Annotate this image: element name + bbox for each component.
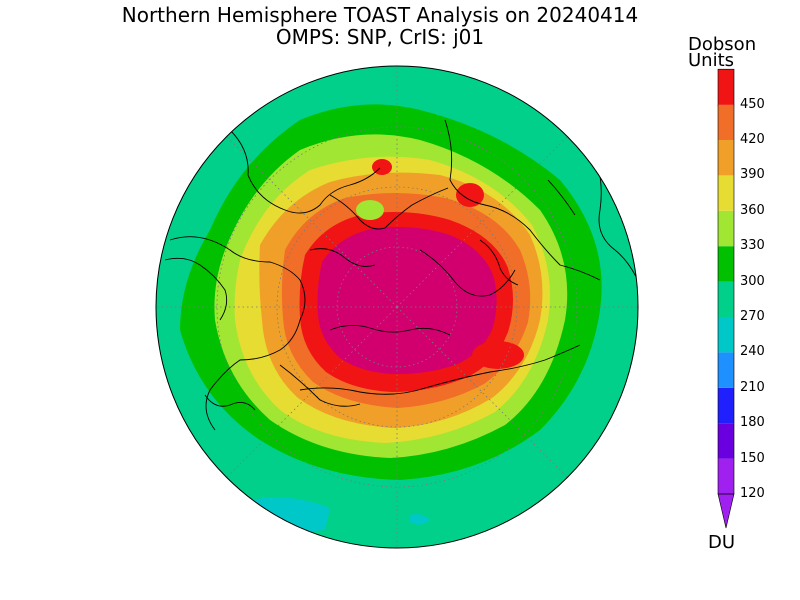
colorbar-tick-label-270: 270 bbox=[740, 309, 765, 324]
map-disc-border bbox=[155, 65, 639, 549]
colorbar-bottom-arrow bbox=[717, 493, 735, 529]
colorbar-tick-label-240: 240 bbox=[740, 344, 765, 360]
colorbar-tick-label-210: 210 bbox=[740, 379, 765, 395]
colorbar-tick-label-360: 360 bbox=[740, 202, 765, 218]
colorbar-segment-150 bbox=[718, 423, 734, 459]
colorbar-outline bbox=[717, 68, 735, 495]
colorbar-segment-270 bbox=[718, 281, 734, 317]
ozone-high-spot-asia bbox=[472, 341, 524, 369]
colorbar-segment-180 bbox=[718, 387, 734, 424]
colorbar-segment-300 bbox=[718, 246, 734, 282]
colorbar-header-line1: Dobson bbox=[688, 34, 757, 55]
colorbar-tick-label-180: 180 bbox=[740, 415, 765, 431]
colorbar-tick-label-150: 150 bbox=[740, 450, 765, 466]
colorbar-segment-240 bbox=[718, 317, 734, 353]
colorbar bbox=[717, 68, 735, 529]
map-title: Northern Hemisphere TOAST Analysis on 20… bbox=[121, 3, 639, 27]
graticule bbox=[156, 66, 638, 548]
colorbar-tick-label-390: 390 bbox=[740, 167, 765, 183]
map-subtitle: OMPS: SNP, CrIS: j01 bbox=[275, 25, 485, 49]
colorbar-segment-330 bbox=[718, 210, 734, 247]
colorbar-segment-420 bbox=[718, 104, 734, 140]
colorbar-tick-label-450: 450 bbox=[740, 96, 765, 112]
colorbar-segment-210 bbox=[718, 352, 734, 388]
colorbar-segment-120 bbox=[718, 458, 734, 494]
ozone-field bbox=[156, 66, 638, 548]
colorbar-tick-label-120: 120 bbox=[740, 486, 765, 501]
ozone-band-450 bbox=[317, 226, 497, 375]
coastlines bbox=[164, 119, 638, 431]
colorbar-tick-label-420: 420 bbox=[740, 132, 765, 147]
colorbar-segment-360 bbox=[718, 175, 734, 211]
colorbar-segment-390 bbox=[718, 140, 734, 176]
colorbar-tick-label-300: 300 bbox=[740, 273, 765, 289]
colorbar-segment-450 bbox=[718, 69, 734, 105]
ozone-high-spot-pacific bbox=[456, 183, 484, 207]
ozone-low-patch-small bbox=[410, 514, 430, 525]
colorbar-unit-label: DU bbox=[708, 532, 736, 553]
ozone-low-spot-greenland bbox=[356, 200, 384, 220]
colorbar-header-line2: Units bbox=[688, 50, 735, 71]
colorbar-tick-label-330: 330 bbox=[740, 238, 765, 254]
